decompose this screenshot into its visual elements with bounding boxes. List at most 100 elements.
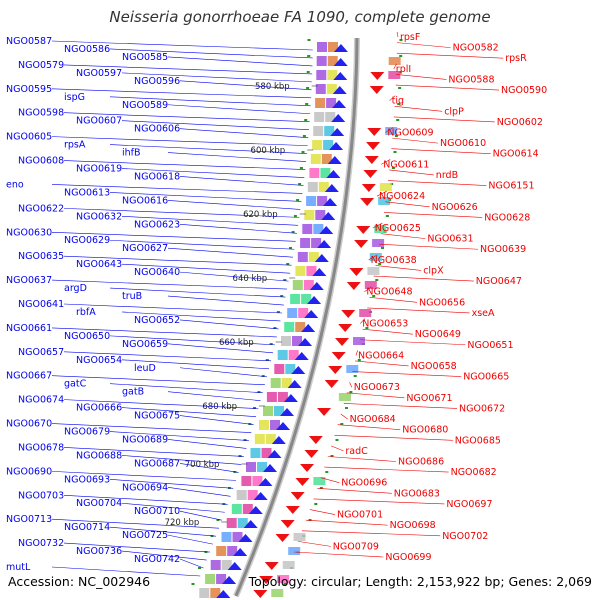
left-gene-label: NGO0616 [122, 195, 168, 206]
feature-block [231, 504, 242, 514]
left-gene-label: NGO0659 [122, 339, 168, 350]
feature-block [277, 392, 288, 402]
left-gene-label: NGO0623 [134, 219, 180, 230]
scale-tick-label: 640 kbp [233, 274, 268, 284]
forward-gene-arrow [280, 408, 295, 416]
feature-block [388, 57, 401, 65]
reverse-gene-arrow [264, 562, 279, 570]
left-gene-label: NGO0654 [76, 355, 122, 366]
right-leader-line [360, 339, 466, 346]
right-gene-label: NGO0649 [415, 329, 461, 340]
left-gene-label: eno [6, 179, 24, 190]
track-tick [308, 519, 312, 521]
left-leader-line [121, 216, 299, 226]
left-leader-line [121, 263, 291, 274]
left-gene-label: NGO0732 [18, 538, 64, 549]
feature-block [326, 84, 337, 94]
left-gene-label: NGO0640 [134, 267, 180, 278]
feature-block [292, 280, 303, 290]
right-leader-line [385, 127, 394, 133]
left-gene-label: ispG [64, 92, 85, 103]
right-leader-line [375, 265, 422, 271]
feature-block [241, 476, 252, 486]
left-gene-label: NGO0618 [134, 171, 180, 182]
right-gene-label: rpsF [400, 32, 420, 43]
feature-block [327, 70, 338, 80]
left-gene-label: NGO0687 [134, 458, 180, 469]
left-leader-line [63, 208, 300, 218]
left-leader-line [51, 40, 313, 51]
right-gene-label: NGO0680 [402, 425, 448, 436]
track-tick [385, 215, 389, 217]
feature-block [315, 84, 326, 94]
feature-block [302, 224, 313, 234]
feature-block [317, 42, 327, 52]
feature-block [364, 281, 377, 289]
left-leader-line [51, 279, 288, 290]
feature-block [300, 238, 311, 248]
right-gene-label: NGO0699 [385, 552, 431, 563]
forward-gene-arrow [317, 240, 332, 248]
left-leader-line [109, 431, 249, 441]
left-gene-label: NGO0710 [134, 506, 180, 517]
right-gene-label: NGO0628 [484, 212, 530, 223]
right-leader-line [379, 243, 479, 250]
left-leader-line [109, 526, 216, 537]
feature-block [287, 308, 298, 318]
reverse-gene-arrow [259, 576, 274, 584]
feature-block [388, 71, 401, 79]
track-tick [330, 455, 334, 457]
left-gene-label: NGO0713 [6, 514, 52, 525]
feature-block [315, 210, 326, 220]
forward-gene-arrow [333, 58, 348, 66]
feature-block [359, 309, 372, 317]
left-leader-line [179, 415, 254, 425]
left-gene-label: NGO0657 [18, 347, 64, 358]
right-leader-line [340, 413, 348, 420]
left-leader-line [109, 479, 234, 489]
left-gene-label: NGO0579 [18, 60, 64, 71]
scale-tick-label: 700 kbp [185, 460, 220, 470]
right-gene-label: NGO0647 [476, 276, 522, 287]
left-gene-label: gatC [64, 379, 87, 390]
right-gene-label: clpP [444, 106, 464, 117]
forward-gene-arrow [321, 212, 336, 220]
left-gene-label: NGO0704 [76, 498, 122, 509]
forward-gene-arrow [233, 548, 248, 556]
forward-gene-arrow [276, 422, 291, 430]
feature-block [216, 574, 227, 584]
left-leader-line [167, 343, 274, 354]
left-gene-label: NGO0596 [134, 76, 180, 87]
forward-gene-arrow [327, 156, 342, 164]
forward-gene-arrow [287, 380, 302, 388]
feature-block [308, 252, 319, 262]
left-gene-label: NGO0679 [64, 427, 110, 438]
right-gene-label: rpsR [505, 53, 527, 64]
feature-block [326, 98, 337, 108]
feature-block [221, 532, 232, 542]
left-gene-label: NGO0598 [18, 108, 64, 119]
track-tick [335, 439, 339, 441]
forward-gene-arrow [243, 520, 258, 528]
left-gene-label: NGO0586 [64, 44, 110, 55]
forward-gene-arrow [216, 590, 231, 598]
right-leader-line [381, 159, 391, 165]
right-gene-label: NGO0626 [432, 202, 478, 213]
left-gene-label: NGO0619 [76, 164, 122, 175]
forward-gene-arrow [222, 576, 237, 584]
feature-block [285, 364, 296, 374]
track-tick [306, 87, 310, 89]
track-tick [301, 151, 305, 153]
right-leader-line [368, 254, 378, 261]
forward-gene-arrow [294, 352, 309, 360]
feature-block [323, 140, 334, 150]
left-leader-line [109, 383, 263, 393]
track-tick [302, 135, 306, 137]
right-leader-line [394, 105, 443, 112]
right-leader-line [346, 392, 405, 399]
feature-block [290, 294, 301, 304]
left-leader-line [63, 447, 244, 457]
feature-block [259, 420, 269, 430]
right-leader-line [383, 212, 483, 218]
left-leader-line [109, 192, 302, 202]
